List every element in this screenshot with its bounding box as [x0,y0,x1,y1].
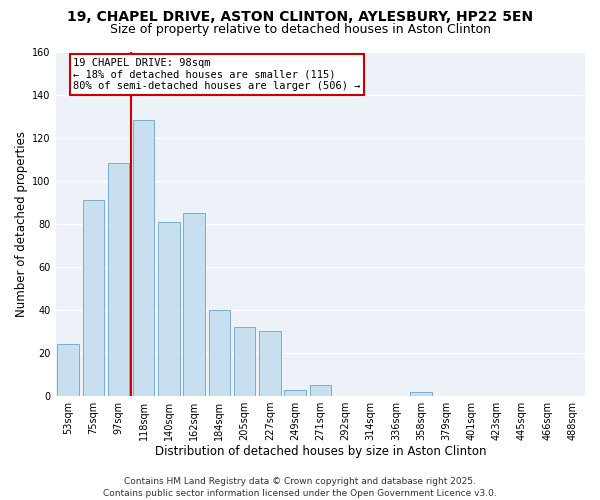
Bar [410,392,432,396]
Bar [158,222,180,396]
Text: Size of property relative to detached houses in Aston Clinton: Size of property relative to detached ho… [110,22,491,36]
X-axis label: Distribution of detached houses by size in Aston Clinton: Distribution of detached houses by size … [155,444,486,458]
Y-axis label: Number of detached properties: Number of detached properties [15,130,28,316]
Bar [209,310,230,396]
Text: Contains HM Land Registry data © Crown copyright and database right 2025.
Contai: Contains HM Land Registry data © Crown c… [103,476,497,498]
Bar [184,213,205,396]
Bar [83,200,104,396]
Bar [133,120,154,396]
Text: 19 CHAPEL DRIVE: 98sqm
← 18% of detached houses are smaller (115)
80% of semi-de: 19 CHAPEL DRIVE: 98sqm ← 18% of detached… [73,58,361,91]
Bar [58,344,79,396]
Bar [108,164,129,396]
Bar [310,385,331,396]
Bar [259,332,281,396]
Bar [234,327,256,396]
Bar [284,390,306,396]
Text: 19, CHAPEL DRIVE, ASTON CLINTON, AYLESBURY, HP22 5EN: 19, CHAPEL DRIVE, ASTON CLINTON, AYLESBU… [67,10,533,24]
